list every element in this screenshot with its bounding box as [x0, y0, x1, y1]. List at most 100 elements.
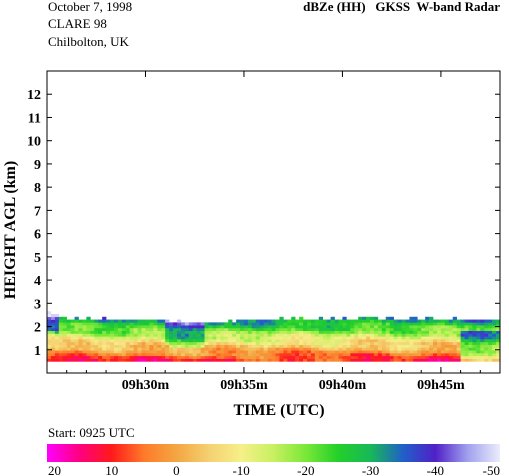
heatmap-cell	[370, 339, 375, 343]
heatmap-cell	[405, 353, 410, 357]
heatmap-cell	[247, 327, 253, 332]
heatmap-cell	[66, 319, 71, 323]
heatmap-cell	[334, 347, 339, 351]
heatmap-cell	[110, 344, 115, 348]
heatmap-cell	[279, 358, 284, 362]
heatmap-cell	[62, 358, 67, 362]
heatmap-cell	[456, 341, 461, 345]
heatmap-cell	[267, 339, 272, 343]
heatmap-cell	[267, 355, 272, 359]
heatmap-cell	[50, 313, 56, 318]
heatmap-cell	[188, 353, 194, 357]
heatmap-cell	[212, 355, 217, 359]
heatmap-cell	[243, 330, 249, 334]
heatmap-cell	[236, 355, 241, 359]
heatmap-cell	[279, 344, 284, 348]
heatmap-cell	[283, 333, 288, 337]
heatmap-cell	[279, 350, 284, 354]
heatmap-cell	[240, 341, 245, 345]
heatmap-cell	[259, 333, 264, 337]
heatmap-cell	[452, 350, 457, 354]
heatmap-cell	[381, 358, 387, 362]
heatmap-cell	[303, 353, 308, 357]
heatmap-cell	[389, 322, 394, 326]
heatmap-cell	[429, 319, 434, 323]
heatmap-cell	[157, 327, 162, 332]
heatmap-cell	[306, 347, 312, 351]
heatmap-cell	[417, 350, 422, 354]
heatmap-cell	[346, 322, 351, 326]
heatmap-cell	[169, 325, 174, 329]
heatmap-cell	[102, 316, 107, 320]
heatmap-cell	[184, 355, 190, 359]
heatmap-cell	[496, 353, 501, 357]
heatmap-cell	[82, 355, 87, 359]
heatmap-cell	[169, 333, 174, 337]
heatmap-cell	[393, 327, 398, 332]
heatmap-cell	[492, 344, 497, 348]
heatmap-cell	[287, 336, 292, 340]
heatmap-cell	[212, 325, 217, 329]
heatmap-cell	[102, 330, 107, 334]
heatmap-cell	[86, 341, 91, 345]
heatmap-cell	[224, 322, 229, 326]
heatmap-cell	[275, 347, 280, 351]
heatmap-cell	[125, 322, 131, 326]
heatmap-cell	[492, 350, 497, 354]
heatmap-cell	[117, 330, 123, 334]
heatmap-cell	[121, 319, 127, 323]
heatmap-cell	[129, 327, 134, 332]
heatmap-cell	[90, 330, 95, 334]
heatmap-cell	[224, 344, 229, 348]
heatmap-cell	[456, 347, 461, 351]
heatmap-cell	[314, 347, 320, 351]
heatmap-cell	[322, 319, 327, 323]
heatmap-cell	[413, 336, 418, 340]
heatmap-cell	[50, 347, 56, 351]
heatmap-cell	[113, 325, 119, 329]
heatmap-cell	[291, 355, 296, 359]
heatmap-cell	[405, 355, 410, 359]
heatmap-cell	[157, 325, 162, 329]
heatmap-cell	[314, 330, 320, 334]
heatmap-cell	[62, 327, 67, 332]
heatmap-cell	[216, 325, 221, 329]
colorbar-ticks: 20 10 0 -10 -20 -30 -40 -50	[48, 463, 500, 476]
heatmap-cell	[326, 350, 331, 354]
heatmap-cell	[271, 355, 276, 359]
heatmap-cell	[133, 358, 138, 362]
heatmap-cell	[326, 353, 331, 357]
heatmap-cell	[342, 353, 347, 357]
heatmap-cell	[326, 341, 331, 345]
heatmap-cell	[464, 336, 469, 340]
heatmap-cell	[492, 353, 497, 357]
heatmap-cell	[429, 344, 434, 348]
heatmap-cell	[129, 341, 134, 345]
heatmap-cell	[314, 327, 320, 332]
heatmap-cell	[106, 353, 111, 357]
heatmap-cell	[377, 355, 383, 359]
heatmap-cell	[176, 339, 182, 343]
heatmap-cell	[488, 341, 493, 345]
heatmap-cell	[283, 336, 288, 340]
heatmap-cell	[129, 319, 134, 323]
heatmap-cell	[117, 355, 123, 359]
heatmap-cell	[208, 341, 213, 345]
heatmap-cell	[78, 355, 83, 359]
heatmap-cell	[468, 336, 473, 340]
heatmap-cell	[413, 339, 418, 343]
heatmap-cell	[110, 336, 115, 340]
heatmap-cell	[464, 344, 469, 348]
heatmap-cell	[421, 336, 426, 340]
heatmap-cell	[157, 341, 162, 345]
heatmap-cell	[228, 322, 233, 326]
heatmap-cell	[413, 322, 418, 326]
heatmap-cell	[78, 322, 83, 326]
heatmap-cell	[393, 325, 398, 329]
heatmap-cell	[228, 353, 233, 357]
heatmap-cell	[448, 344, 454, 348]
heatmap-cell	[267, 322, 272, 326]
heatmap-cell	[476, 341, 481, 345]
heatmap-cell	[192, 341, 197, 345]
heatmap-cell	[192, 355, 197, 359]
